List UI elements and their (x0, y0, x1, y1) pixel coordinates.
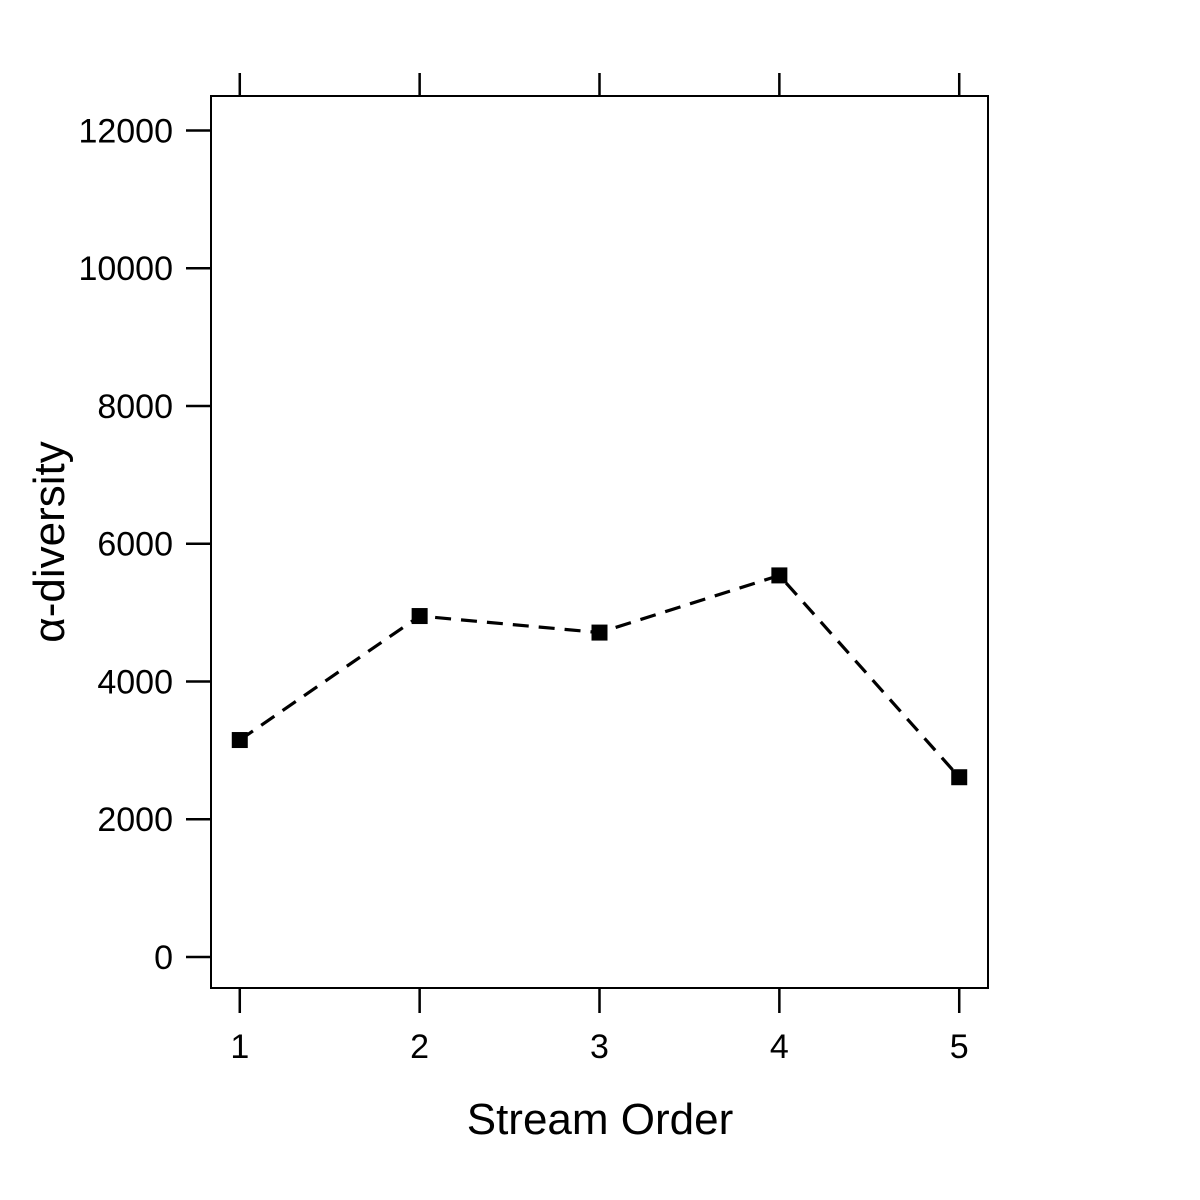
data-point (591, 624, 608, 641)
x-tick-label: 2 (410, 1028, 429, 1066)
series-layer (231, 567, 968, 786)
plot-frame (210, 95, 989, 989)
y-axis-ticks: 0 2000 4000 6000 8000 10000 12000 (78, 112, 211, 977)
series-line (238, 573, 961, 779)
y-tick-label: 8000 (97, 388, 173, 426)
x-tick-label: 4 (770, 1028, 789, 1066)
x-tick-label: 1 (230, 1028, 249, 1066)
data-point (771, 567, 788, 584)
y-tick-label: 2000 (97, 801, 173, 839)
y-axis-title: α-diversity (25, 441, 74, 642)
data-point (231, 732, 248, 749)
x-axis-ticks: 1 2 3 4 5 (230, 73, 969, 1066)
y-tick-label: 10000 (78, 250, 173, 288)
y-tick-label: 4000 (97, 663, 173, 701)
x-tick-label: 3 (590, 1028, 609, 1066)
y-tick-label: 6000 (97, 526, 173, 564)
y-tick-label: 0 (154, 939, 173, 977)
data-point (951, 769, 968, 786)
x-axis-title: Stream Order (467, 1095, 734, 1144)
y-tick-label: 12000 (78, 112, 173, 150)
x-tick-label: 5 (950, 1028, 969, 1066)
data-point (411, 608, 428, 625)
